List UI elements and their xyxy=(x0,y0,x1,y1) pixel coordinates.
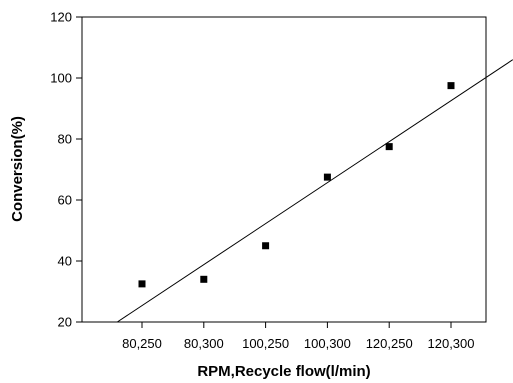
data-points xyxy=(138,82,455,288)
data-point xyxy=(200,275,208,283)
y-axis-title: Conversion(%) xyxy=(9,116,26,222)
x-tick-label: 120,250 xyxy=(366,336,413,351)
y-axis: 20 40 60 80 100 120 xyxy=(50,10,82,330)
data-point xyxy=(262,242,270,250)
data-point xyxy=(138,280,146,288)
x-axis: 80,250 80,300 100,250 100,300 120,250 120,300 xyxy=(122,322,475,351)
data-point xyxy=(447,82,455,90)
x-tick-label: 80,300 xyxy=(184,336,224,351)
x-axis-title: RPM,Recycle flow(l/min) xyxy=(197,363,370,380)
x-tick-label: 100,300 xyxy=(304,336,351,351)
y-tick-label: 40 xyxy=(58,254,72,269)
y-tick-label: 80 xyxy=(58,132,72,147)
x-tick-label: 120,300 xyxy=(428,336,475,351)
x-tick-label: 100,250 xyxy=(242,336,289,351)
y-tick-label: 120 xyxy=(50,10,72,25)
y-tick-label: 20 xyxy=(58,315,72,330)
data-point xyxy=(385,143,393,151)
x-tick-label: 80,250 xyxy=(122,336,162,351)
data-point xyxy=(323,173,331,181)
y-tick-label: 60 xyxy=(58,193,72,208)
trend-line xyxy=(117,59,513,323)
y-tick-label: 100 xyxy=(50,71,72,86)
plot-area xyxy=(81,16,487,323)
